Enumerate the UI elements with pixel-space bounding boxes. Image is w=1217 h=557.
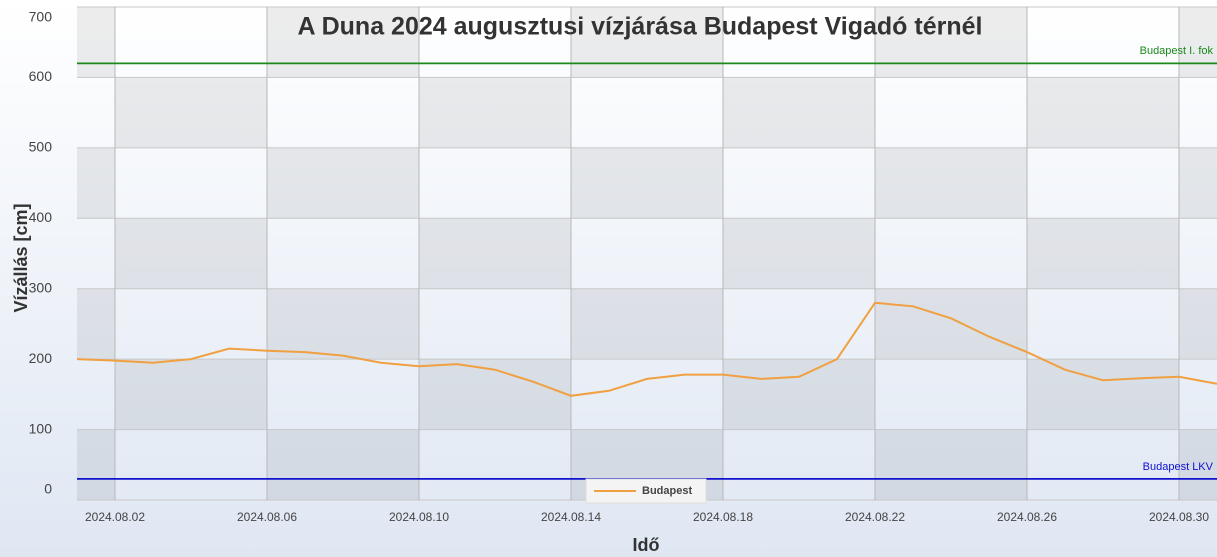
x-tick-label: 2024.08.30 [1149, 510, 1209, 524]
y-tick-label: 200 [29, 350, 53, 366]
band [1027, 359, 1179, 430]
band [419, 77, 571, 148]
chart-title: A Duna 2024 augusztusi vízjárása Budapes… [298, 13, 983, 41]
band [419, 359, 571, 430]
band [875, 429, 1027, 500]
x-tick-label: 2024.08.02 [85, 510, 145, 524]
band [723, 218, 875, 289]
x-tick-label: 2024.08.22 [845, 510, 905, 524]
band [875, 147, 1027, 219]
band [419, 218, 571, 289]
band [267, 147, 419, 219]
y-tick-label: 700 [29, 9, 53, 25]
y-axis-label: Vízállás [cm] [11, 203, 31, 312]
reference-label: Budapest LKV [1143, 461, 1214, 473]
band [1179, 7, 1217, 78]
band [115, 218, 267, 289]
band [571, 288, 723, 360]
band [1179, 288, 1217, 360]
y-tick-label: 0 [44, 481, 52, 497]
x-tick-label: 2024.08.06 [237, 510, 297, 524]
reference-label: Budapest I. fok [1140, 45, 1214, 57]
band [1179, 147, 1217, 219]
band [571, 147, 723, 219]
band [115, 77, 267, 148]
y-tick-label: 300 [29, 279, 53, 295]
x-tick-label: 2024.08.18 [693, 510, 753, 524]
band [1027, 218, 1179, 289]
band [875, 288, 1027, 360]
band [267, 7, 419, 78]
band [1179, 429, 1217, 500]
band [77, 429, 115, 500]
x-tick-label: 2024.08.14 [541, 510, 601, 524]
legend-label: Budapest [642, 485, 692, 497]
y-tick-label: 100 [29, 420, 53, 436]
series-line [76, 301, 1217, 397]
band [267, 429, 419, 500]
y-tick-label: 600 [29, 68, 53, 84]
x-tick-label: 2024.08.26 [997, 510, 1057, 524]
band [77, 288, 115, 360]
band [723, 77, 875, 148]
x-tick-label: 2024.08.10 [389, 510, 449, 524]
x-axis-label: Idő [633, 535, 660, 555]
band [723, 359, 875, 430]
band [875, 7, 1027, 78]
band [571, 7, 723, 78]
band [77, 7, 115, 78]
band [267, 288, 419, 360]
band [1027, 77, 1179, 148]
band [77, 147, 115, 219]
y-tick-label: 400 [29, 209, 53, 225]
band [115, 359, 267, 430]
y-tick-label: 500 [29, 139, 53, 155]
